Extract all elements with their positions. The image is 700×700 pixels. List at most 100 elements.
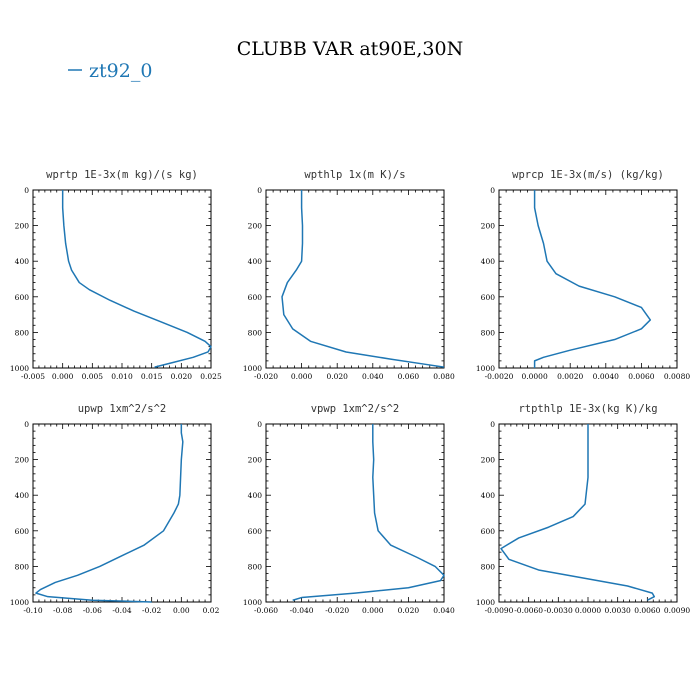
figure-title: CLUBB VAR at90E,30N bbox=[237, 38, 463, 60]
x-tick-label: 0.0000 bbox=[575, 606, 601, 615]
x-tick-label: -0.02 bbox=[142, 606, 161, 615]
x-tick-label: 0.020 bbox=[326, 372, 348, 381]
x-tick-label: 0.000 bbox=[291, 372, 313, 381]
x-tick-label: -0.020 bbox=[254, 372, 278, 381]
y-tick-label: 800 bbox=[248, 562, 263, 571]
y-tick-label: 1000 bbox=[476, 598, 495, 607]
x-tick-label: 0.0000 bbox=[521, 372, 547, 381]
y-tick-label: 400 bbox=[481, 257, 496, 266]
x-tick-label: 0.020 bbox=[171, 372, 193, 381]
x-tick-label: 0.000 bbox=[52, 372, 74, 381]
x-tick-label: 0.025 bbox=[200, 372, 222, 381]
plot-frame bbox=[265, 189, 445, 369]
series-line-zt92_0 bbox=[281, 190, 445, 368]
y-tick-label: 400 bbox=[248, 491, 263, 500]
x-tick-label: -0.020 bbox=[325, 606, 349, 615]
series-line-zt92_0 bbox=[533, 190, 652, 368]
legend-label: zt92_0 bbox=[89, 60, 152, 82]
x-tick-label: 0.0030 bbox=[605, 606, 631, 615]
y-tick-label: 0 bbox=[257, 186, 262, 195]
series-line-zt92_0 bbox=[35, 424, 184, 603]
x-tick-label: 0.040 bbox=[362, 372, 384, 381]
x-tick-label: -0.060 bbox=[254, 606, 278, 615]
x-tick-label: 0.0060 bbox=[628, 372, 654, 381]
y-tick-label: 400 bbox=[248, 257, 263, 266]
x-tick-label: 0.005 bbox=[82, 372, 104, 381]
y-tick-label: 600 bbox=[15, 527, 30, 536]
x-tick-label: 0.0020 bbox=[557, 372, 583, 381]
plot-frame bbox=[32, 423, 212, 603]
y-tick-label: 0 bbox=[490, 186, 495, 195]
y-tick-label: 1000 bbox=[10, 364, 29, 373]
y-tick-label: 0 bbox=[24, 186, 29, 195]
panel-title: rtpthlp 1E-3x(kg K)/kg bbox=[518, 403, 657, 415]
x-tick-label: 0.060 bbox=[398, 372, 420, 381]
y-tick-label: 600 bbox=[481, 293, 496, 302]
y-tick-label: 1000 bbox=[243, 598, 262, 607]
y-tick-label: 600 bbox=[481, 527, 496, 536]
y-tick-label: 600 bbox=[248, 527, 263, 536]
x-tick-label: 0.015 bbox=[141, 372, 163, 381]
x-tick-label: 0.010 bbox=[111, 372, 133, 381]
series-line-zt92_0 bbox=[500, 424, 656, 601]
y-tick-label: 1000 bbox=[10, 598, 29, 607]
y-tick-label: 200 bbox=[15, 222, 30, 231]
series-line-zt92_0 bbox=[292, 424, 445, 601]
chart-panel-4: upwp 1xm^2/s^2 -0.10 -0.08 -0.06 -0.04 -0.02 0… bbox=[10, 403, 220, 615]
x-tick-label: -0.0060 bbox=[514, 606, 543, 615]
y-tick-label: 200 bbox=[15, 456, 30, 465]
x-tick-label: 0.080 bbox=[433, 372, 455, 381]
x-tick-label: -0.0090 bbox=[485, 606, 514, 615]
y-tick-label: 800 bbox=[15, 562, 30, 571]
y-tick-label: 0 bbox=[24, 420, 29, 429]
chart-panel-1: wprtp 1E-3x(m kg)/(s kg) -0.005 0.000 0.005… bbox=[10, 169, 222, 381]
x-tick-label: 0.0090 bbox=[664, 606, 690, 615]
x-tick-label: 0.040 bbox=[433, 606, 455, 615]
chart-panel-5: vpwp 1xm^2/s^2 -0.060 -0.040 -0.020 0.000 0.0… bbox=[243, 403, 455, 615]
plot-frame bbox=[265, 423, 445, 603]
y-tick-label: 1000 bbox=[476, 364, 495, 373]
x-tick-label: -0.08 bbox=[53, 606, 72, 615]
panel-title: wprcp 1E-3x(m/s) (kg/kg) bbox=[512, 169, 664, 181]
chart-panel-6: rtpthlp 1E-3x(kg K)/kg -0.0090 -0.0060 -0.0… bbox=[476, 403, 690, 615]
y-tick-label: 200 bbox=[481, 222, 496, 231]
x-tick-label: -0.040 bbox=[290, 606, 314, 615]
x-tick-label: -0.10 bbox=[23, 606, 42, 615]
x-tick-label: 0.020 bbox=[398, 606, 420, 615]
x-tick-label: -0.06 bbox=[83, 606, 102, 615]
y-tick-label: 600 bbox=[248, 293, 263, 302]
y-tick-label: 800 bbox=[15, 328, 30, 337]
y-tick-label: 800 bbox=[481, 328, 496, 337]
y-tick-label: 800 bbox=[481, 562, 496, 571]
panel-title: wprtp 1E-3x(m kg)/(s kg) bbox=[46, 169, 198, 181]
series-line-zt92_0 bbox=[61, 190, 212, 368]
x-tick-label: 0.00 bbox=[173, 606, 190, 615]
x-tick-label: 0.0080 bbox=[664, 372, 690, 381]
y-tick-label: 400 bbox=[481, 491, 496, 500]
y-tick-label: 0 bbox=[257, 420, 262, 429]
x-tick-label: -0.04 bbox=[112, 606, 131, 615]
chart-panel-3: wprcp 1E-3x(m/s) (kg/kg) -0.0020 0.0000 0.0… bbox=[476, 169, 690, 381]
panels-container: wprtp 1E-3x(m kg)/(s kg)-0.005 0.000 0.005… bbox=[10, 169, 690, 615]
y-tick-label: 200 bbox=[248, 222, 263, 231]
x-tick-label: 0.000 bbox=[362, 606, 384, 615]
x-tick-label: -0.0020 bbox=[485, 372, 514, 381]
y-tick-label: 200 bbox=[481, 456, 496, 465]
y-tick-label: 600 bbox=[15, 293, 30, 302]
y-tick-label: 0 bbox=[490, 420, 495, 429]
panel-title: wpthlp 1x(m K)/s bbox=[304, 169, 405, 181]
y-tick-label: 400 bbox=[15, 491, 30, 500]
y-tick-label: 800 bbox=[248, 328, 263, 337]
x-tick-label: 0.0040 bbox=[593, 372, 619, 381]
panel-title: vpwp 1xm^2/s^2 bbox=[311, 403, 400, 415]
x-tick-label: 0.0060 bbox=[634, 606, 660, 615]
panel-title: upwp 1xm^2/s^2 bbox=[78, 403, 167, 415]
y-tick-label: 200 bbox=[248, 456, 263, 465]
y-tick-label: 1000 bbox=[243, 364, 262, 373]
plot-frame bbox=[32, 189, 212, 369]
plot-frame bbox=[498, 189, 678, 369]
chart-panel-2: wpthlp 1x(m K)/s -0.020 0.000 0.020 0.040 0.0… bbox=[243, 169, 455, 381]
y-tick-label: 400 bbox=[15, 257, 30, 266]
x-tick-label: -0.005 bbox=[21, 372, 45, 381]
